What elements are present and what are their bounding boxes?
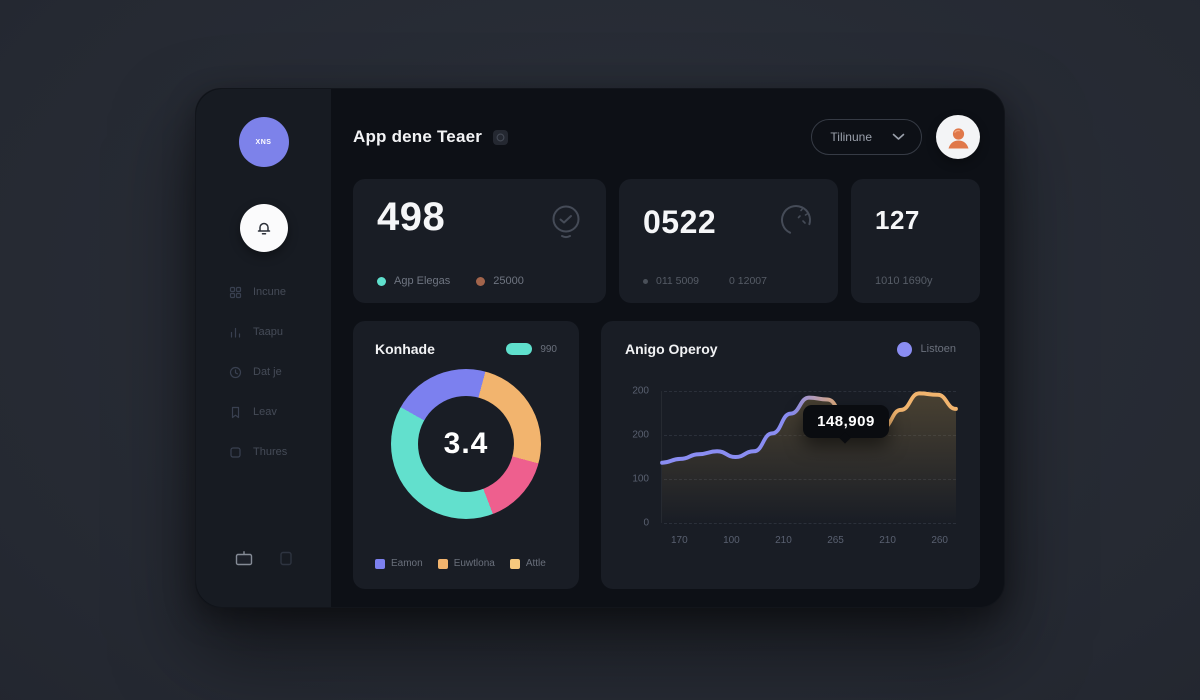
stat-cards-row: 498 Agp Elegas (353, 179, 980, 303)
sidebar-item-incune[interactable]: Incune (229, 272, 331, 312)
charts-row: Konhade 990 3.4 (353, 321, 980, 589)
sidebar-item-label: Thures (253, 446, 288, 458)
document-icon[interactable] (278, 550, 294, 567)
legend-dot (896, 341, 912, 357)
line-chart-legend: Listoen (896, 341, 956, 357)
area-path (662, 393, 956, 523)
stat-card-elegas: 498 Agp Elegas (353, 179, 606, 303)
chevron-down-icon (892, 133, 905, 141)
person-icon (945, 124, 972, 151)
donut-chart: 3.4 (391, 369, 541, 519)
donut-card-title: Konhade (375, 341, 435, 357)
grid-icon (229, 286, 242, 299)
main-content: App dene Teaer Tilinune (331, 89, 1004, 607)
donut-chart-card: Konhade 990 3.4 (353, 321, 579, 589)
sidebar-item-datje[interactable]: Dat je (229, 352, 331, 392)
stat-card-127: 127 1010 1690y (851, 179, 980, 303)
stat-card-0522: 0522 011 5009 (619, 179, 838, 303)
donut-legend: Eamon Euwtlona Attle (375, 558, 557, 569)
stat-value: 127 (875, 205, 920, 235)
donut-toggle[interactable] (506, 343, 533, 355)
legend-item: 0 12007 (729, 275, 767, 287)
sidebar: XNS (196, 89, 331, 607)
bell-icon (254, 218, 274, 238)
topbar: App dene Teaer Tilinune (353, 111, 980, 163)
clock-icon (229, 366, 242, 379)
sidebar-item-label: Incune (253, 286, 287, 298)
period-dropdown[interactable]: Tilinune (811, 119, 922, 155)
legend-item: Attle (509, 558, 546, 569)
page-title: App dene Teaer (353, 127, 483, 146)
sidebar-footer (234, 550, 294, 567)
y-axis-labels: 200 200 100 0 (632, 385, 649, 529)
clock-check-icon (546, 201, 586, 241)
user-avatar[interactable] (936, 115, 980, 159)
legend-swatch (509, 558, 520, 569)
app-logo-text: XNS (255, 138, 272, 146)
period-dropdown-value: Tilinune (830, 130, 872, 144)
donut-hole: 3.4 (418, 396, 514, 492)
monitor-icon[interactable] (234, 550, 254, 567)
bar-chart-icon (229, 326, 242, 339)
donut-toggle-label: 990 (540, 343, 557, 355)
line-chart-card: Anigo Operoy Listoen 200 200 100 0 (601, 321, 980, 589)
x-axis-labels: 170 100 210 265 210 260 (671, 535, 948, 546)
sidebar-item-label: Leav (253, 406, 277, 418)
line-chart-svg (660, 391, 958, 523)
stat-subtitle: 1010 1690y (875, 275, 933, 287)
legend-item: 011 5009 (643, 275, 699, 287)
square-icon (229, 446, 242, 459)
legend-item: Eamon (375, 558, 423, 569)
notification-button[interactable] (239, 204, 288, 252)
line-path (660, 391, 958, 465)
dashboard-panel: XNS (195, 88, 1005, 608)
app-logo[interactable]: XNS (238, 117, 289, 167)
legend-item: 25000 (476, 275, 524, 287)
line-card-title: Anigo Operoy (625, 341, 718, 357)
gridline (664, 391, 956, 392)
legend-swatch (437, 558, 448, 569)
sidebar-item-thures[interactable]: Thures (229, 432, 331, 472)
sidebar-item-label: Dat je (253, 366, 282, 378)
line-chart: 200 200 100 0 (625, 385, 958, 546)
legend-dot (377, 276, 386, 286)
stat-value: 498 (377, 195, 446, 239)
info-badge-icon (493, 129, 509, 145)
donut-center-value: 3.4 (443, 427, 489, 460)
sidebar-menu: Incune Taapu Dat j (196, 272, 331, 472)
gauge-icon (774, 197, 818, 241)
gridline (664, 523, 956, 524)
chart-tooltip: 148,909 (803, 405, 889, 438)
legend-item: Agp Elegas (377, 275, 450, 287)
sidebar-item-label: Taapu (253, 326, 283, 338)
legend-tick (643, 278, 648, 284)
legend-swatch (375, 558, 385, 569)
legend-dot (476, 276, 486, 286)
plot-region: 148,909 (660, 391, 958, 524)
legend-item: Euwtlona (437, 558, 495, 569)
sidebar-item-leav[interactable]: Leav (229, 392, 331, 432)
bookmark-icon (229, 406, 242, 419)
sidebar-item-taapu[interactable]: Taapu (229, 312, 331, 352)
stat-value: 0522 (643, 204, 717, 240)
